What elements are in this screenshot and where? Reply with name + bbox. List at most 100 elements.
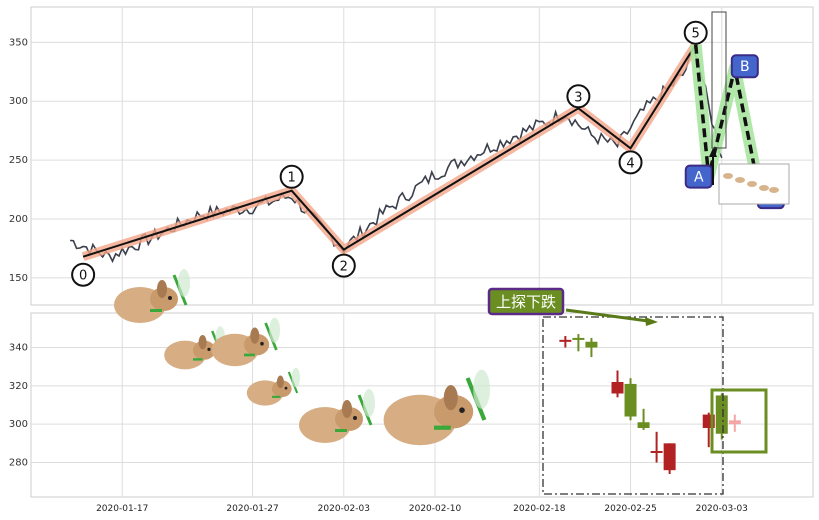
dog-collar bbox=[244, 353, 255, 357]
candle-body bbox=[663, 443, 676, 471]
dog-head bbox=[193, 340, 216, 360]
wave-marker bbox=[279, 164, 304, 189]
dog-sticker bbox=[383, 369, 490, 446]
x-tick-label: 2020-03-03 bbox=[696, 504, 748, 514]
dog-ear bbox=[443, 385, 458, 411]
dog-head bbox=[244, 333, 270, 356]
dog-eye bbox=[284, 386, 288, 390]
annotation-text: 上探下跌 bbox=[496, 293, 556, 311]
annotation-callout: 上探下跌 bbox=[487, 287, 658, 326]
candle-body bbox=[715, 395, 728, 434]
wave-marker bbox=[683, 20, 708, 45]
mini-dog-shape bbox=[769, 187, 779, 193]
dog-collar bbox=[272, 395, 281, 398]
x-tick-label: 2020-01-17 bbox=[96, 504, 148, 514]
dog-sticker bbox=[299, 389, 375, 443]
top-y-ticks: 150 200 250 300 350 bbox=[9, 37, 28, 284]
dog-sticker bbox=[246, 367, 300, 406]
dragonfly-wing bbox=[178, 269, 190, 297]
x-tick-label: 2020-01-27 bbox=[226, 504, 278, 514]
mini-dog-icon bbox=[718, 163, 790, 205]
wave-marker bbox=[618, 150, 643, 175]
top-y-tick-label: 350 bbox=[9, 37, 28, 48]
x-tick-label: 2020-02-25 bbox=[604, 504, 656, 514]
dog-eye bbox=[207, 347, 211, 351]
dog-head bbox=[272, 380, 292, 398]
bottom-y-tick-label: 340 bbox=[9, 343, 28, 354]
bottom-y-tick-label: 280 bbox=[9, 458, 28, 469]
mini-dog-shape bbox=[747, 181, 757, 187]
abc-label: A bbox=[694, 170, 704, 186]
x-tick-label: 2020-02-03 bbox=[318, 504, 370, 514]
bottom-x-ticks: 2020-01-17 2020-01-27 2020-02-03 2020-02-10… bbox=[96, 504, 748, 514]
top-grid bbox=[31, 7, 813, 305]
wave-marker bbox=[331, 253, 356, 278]
wave-label: 4 bbox=[626, 156, 634, 171]
dragonfly-wing bbox=[363, 389, 375, 417]
top-y-tick-label: 300 bbox=[9, 96, 28, 107]
wave-marker bbox=[566, 84, 591, 109]
up-arrowhead bbox=[709, 148, 717, 157]
top-y-tick-label: 200 bbox=[9, 214, 28, 225]
dog-ear bbox=[342, 400, 352, 418]
bottom-extras bbox=[542, 316, 768, 495]
dog-collar bbox=[335, 429, 347, 432]
candle-body bbox=[559, 339, 572, 342]
bottom-y-tick-label: 320 bbox=[9, 381, 28, 392]
abc-correction: ABC bbox=[684, 44, 785, 210]
dragonfly-wing bbox=[291, 367, 300, 388]
candle-body bbox=[650, 451, 663, 453]
dog-collar bbox=[434, 425, 451, 430]
annotation-arrow bbox=[565, 308, 649, 323]
abc-marker bbox=[730, 54, 759, 79]
abc-marker bbox=[684, 164, 713, 189]
wave-label: 3 bbox=[574, 90, 582, 105]
candle-body bbox=[572, 337, 585, 340]
dog-eye bbox=[168, 296, 172, 300]
top-extras bbox=[709, 11, 790, 205]
top-y-tick-label: 150 bbox=[9, 273, 28, 284]
x-tick-label: 2020-02-10 bbox=[409, 504, 462, 514]
dragonfly-wing bbox=[269, 317, 280, 343]
wave-marker bbox=[71, 262, 96, 287]
selection-dashed-box bbox=[542, 316, 724, 495]
annotation-box bbox=[487, 287, 565, 316]
abc-label: B bbox=[740, 59, 750, 75]
dragonfly-wing bbox=[473, 369, 490, 409]
wave-label: 0 bbox=[79, 269, 87, 284]
wave-line bbox=[82, 44, 697, 258]
mini-dog-shape bbox=[759, 185, 769, 191]
dog-ear bbox=[157, 280, 167, 298]
annotation-arrowhead bbox=[645, 317, 658, 326]
candle-body bbox=[611, 382, 624, 394]
dog-head bbox=[434, 394, 474, 429]
dog-head bbox=[150, 287, 178, 311]
top-plot-area bbox=[30, 6, 814, 306]
candle-body bbox=[637, 422, 650, 428]
elliott-waves: 0 1 2 3 4 5 bbox=[71, 20, 708, 287]
dog-ear bbox=[276, 375, 284, 389]
dog-ear bbox=[198, 335, 207, 350]
dog-eye bbox=[353, 416, 357, 420]
dog-with-dragonfly-sticker-icon bbox=[114, 269, 490, 446]
dog-collar bbox=[193, 358, 203, 361]
abc-line bbox=[693, 44, 763, 201]
candle-body bbox=[728, 420, 741, 425]
dog-sticker bbox=[211, 317, 280, 367]
candle-body bbox=[624, 383, 637, 417]
candle-body bbox=[585, 341, 598, 348]
x-tick-label: 2020-02-18 bbox=[513, 504, 566, 514]
wave-label: 5 bbox=[692, 27, 700, 42]
dog-eye bbox=[260, 341, 264, 346]
wave-label: 1 bbox=[288, 171, 296, 186]
bottom-y-ticks: 280 300 320 340 bbox=[9, 343, 28, 469]
highlight-green-box bbox=[710, 388, 768, 454]
candlesticks bbox=[559, 334, 741, 474]
dog-sticker bbox=[114, 269, 190, 323]
dog-head bbox=[335, 407, 363, 431]
mini-dog-shape bbox=[723, 173, 733, 179]
top-y-tick-label: 250 bbox=[9, 155, 28, 166]
dog-collar bbox=[150, 309, 162, 312]
